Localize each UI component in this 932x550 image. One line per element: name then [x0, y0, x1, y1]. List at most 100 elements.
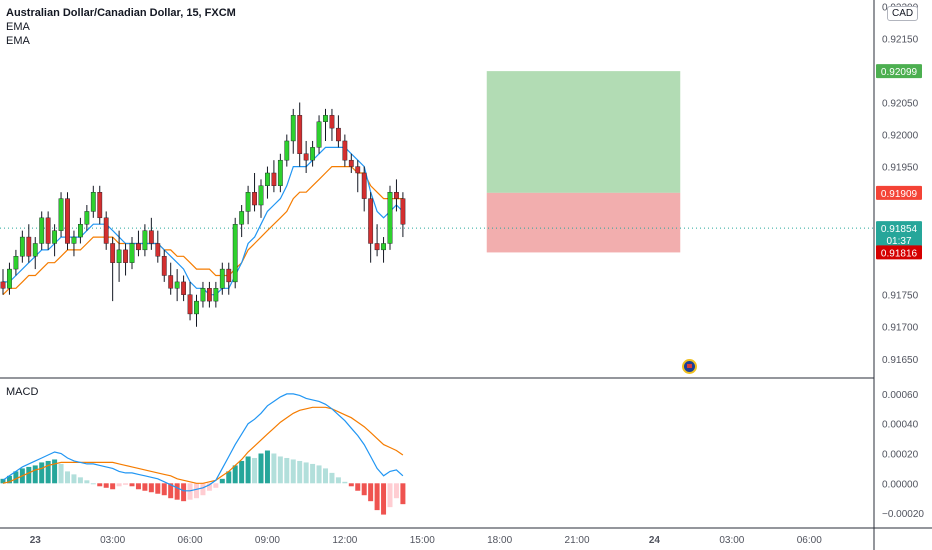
ema-slow-legend[interactable]: EMA	[6, 35, 30, 47]
candle-body	[123, 249, 128, 263]
macd-histogram-bar	[77, 477, 83, 484]
candle-body	[355, 166, 361, 174]
time-tick-label: 06:00	[178, 535, 203, 546]
candle-body	[194, 300, 199, 315]
candle-body	[303, 153, 309, 161]
macd-histogram-bar	[226, 471, 232, 484]
candle-body	[32, 243, 38, 257]
candle-body	[400, 198, 406, 225]
time-tick-label: 21:00	[565, 535, 590, 546]
candle-body	[77, 224, 83, 238]
bar-countdown-text: 01:37	[886, 236, 911, 247]
macd-histogram-bar	[290, 459, 296, 484]
candle-body	[110, 243, 116, 263]
take-profit-zone	[486, 71, 681, 193]
macd-histogram-bar	[129, 483, 135, 487]
candle-body	[58, 198, 64, 231]
macd-histogram-bar	[335, 477, 341, 484]
macd-histogram-bar	[58, 463, 64, 484]
macd-histogram-bar	[6, 475, 12, 484]
macd-histogram-bar	[65, 471, 70, 484]
candle-body	[374, 243, 380, 251]
macd-histogram-bar	[303, 462, 309, 484]
candle-body	[394, 192, 399, 199]
macd-histogram-bar	[194, 483, 199, 499]
entry-price-label	[876, 185, 922, 200]
macd-histogram-bar	[26, 466, 32, 484]
entry-price-text: 0.91909	[881, 189, 918, 200]
candle-body	[226, 268, 232, 283]
last_price-price-text: 0.91854	[881, 224, 918, 235]
macd-histogram-bar	[142, 483, 148, 491]
candle-body	[323, 115, 328, 122]
candle-body	[265, 172, 270, 186]
time-tick-label: 18:00	[487, 535, 512, 546]
macd-histogram-bar	[168, 483, 174, 499]
candle-body	[381, 243, 386, 251]
macd-histogram-bar	[200, 483, 206, 496]
candle-body	[316, 121, 322, 148]
macd-histogram-bar	[264, 450, 270, 484]
macd-histogram-bar	[323, 468, 328, 484]
price-tick-label: 0.92150	[882, 34, 919, 45]
candle-body	[136, 243, 141, 251]
candle-body	[19, 236, 25, 257]
candle-body	[284, 140, 290, 161]
macd-histogram-bar	[71, 474, 77, 484]
candle-body	[387, 192, 393, 244]
candle-body	[26, 236, 32, 257]
candle-body	[232, 224, 238, 283]
candle-body	[245, 192, 251, 212]
time-tick-label: 03:00	[100, 535, 125, 546]
macd-signal-line	[2, 406, 404, 484]
macd-histogram-bar	[110, 483, 116, 490]
macd-histogram-bar	[271, 453, 277, 484]
macd-tick-label: 0.00000	[882, 479, 919, 490]
candle-body	[84, 211, 90, 225]
candle-body	[65, 198, 70, 244]
candle-body	[297, 115, 303, 154]
macd-histogram-bar	[52, 459, 58, 484]
stop_loss-price-label	[876, 245, 922, 260]
time-tick-label: 23	[30, 535, 42, 546]
price-tick-label: 0.92050	[882, 99, 919, 110]
candle-body	[45, 217, 51, 244]
candle-body	[103, 217, 109, 244]
price-tick-label: 0.91700	[882, 323, 919, 334]
candle-body	[187, 294, 193, 315]
candle-body	[7, 268, 12, 289]
macd-histogram-bar	[116, 483, 122, 487]
candle-body	[329, 115, 335, 129]
macd-histogram-bar	[239, 460, 245, 484]
macd-histogram-bar	[342, 481, 348, 484]
macd-histogram-bar	[393, 483, 399, 499]
candle-body	[129, 243, 135, 263]
candle-body	[348, 159, 354, 167]
time-tick-label: 12:00	[332, 535, 357, 546]
macd-histogram-bar	[277, 456, 283, 484]
candle-body	[142, 230, 148, 251]
currency-badge[interactable]: CAD	[887, 6, 919, 21]
macd-histogram-bar	[135, 483, 141, 490]
macd-histogram-bar	[39, 462, 45, 484]
price-tick-label: 0.91650	[882, 355, 919, 366]
economic-event-flag-icon[interactable]	[682, 359, 697, 374]
macd-histogram-bar	[90, 483, 96, 485]
candle-body	[200, 288, 206, 302]
macd-legend[interactable]: MACD	[6, 386, 39, 398]
candle-body	[368, 198, 374, 244]
macd-histogram-bar	[148, 483, 154, 493]
macd-histogram-bar	[387, 483, 393, 508]
candle-body	[90, 192, 96, 212]
candle-body	[258, 185, 264, 206]
macd-histogram-bar	[400, 483, 406, 505]
candle-body	[116, 249, 122, 263]
time-tick-label: 24	[649, 535, 661, 546]
price-tick-label: 0.91950	[882, 163, 919, 174]
macd-histogram-bar	[206, 483, 212, 491]
ema-fast-legend[interactable]: EMA	[6, 21, 30, 33]
macd-histogram-bar	[161, 483, 167, 496]
time-tick-label: 03:00	[719, 535, 744, 546]
candle-body	[213, 288, 219, 302]
